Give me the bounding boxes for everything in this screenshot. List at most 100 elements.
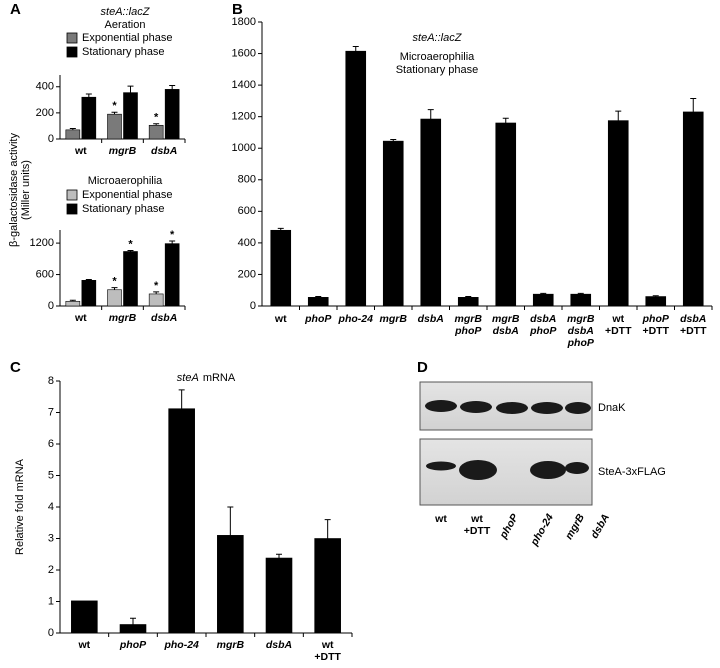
y-tick-label: 200 <box>238 268 256 280</box>
bar <box>307 297 329 307</box>
bar <box>457 297 479 307</box>
error-bar <box>127 249 134 252</box>
legend-label: Stationary phase <box>82 203 165 215</box>
y-tick-label: 600 <box>36 268 54 280</box>
x-tick-label: wt <box>74 312 87 324</box>
y-tick-label: 3 <box>48 532 54 544</box>
y-tick-label: 1000 <box>232 142 256 154</box>
panel-label: C <box>10 359 21 376</box>
lane-label: wt <box>434 513 447 525</box>
chart-title: steA::lacZ <box>413 32 463 44</box>
legend-label: Exponential phase <box>82 32 173 44</box>
x-tick-label: mgrB <box>109 312 137 324</box>
bar <box>119 624 147 634</box>
panel-label: B <box>232 1 243 18</box>
error-bar <box>111 287 118 290</box>
y-tick-label: 1800 <box>232 16 256 28</box>
x-tick-label: mgrB <box>217 639 245 651</box>
lane-label: mgrB <box>563 512 587 542</box>
x-tick-label: phoP <box>119 639 147 651</box>
error-bar <box>465 296 472 298</box>
error-bar <box>615 110 622 121</box>
bar <box>270 229 292 307</box>
title-part: steA::lacZ <box>101 6 151 18</box>
bar <box>532 293 554 307</box>
error-bar <box>652 295 659 297</box>
band-label: SteA-3xFLAG <box>598 466 666 478</box>
legend-swatch <box>66 46 78 58</box>
error-bar <box>69 299 76 302</box>
error-bar <box>577 292 584 295</box>
y-tick-label: 1400 <box>232 79 256 91</box>
blot-stea <box>419 438 593 506</box>
error-bar <box>153 123 160 126</box>
x-tick-label: wt <box>274 313 287 325</box>
blot-images <box>419 381 593 506</box>
bar <box>148 293 164 307</box>
panel-label: A <box>10 1 21 18</box>
x-tick-label: phoP <box>304 313 332 325</box>
bands <box>425 400 591 480</box>
title-part: steA <box>177 372 199 384</box>
error-bar <box>153 291 160 294</box>
y-tick-label: 0 <box>48 133 54 145</box>
x-tick-label: +DTT <box>642 325 669 337</box>
significance-star: * <box>154 112 159 124</box>
y-tick-label: 1600 <box>232 47 256 59</box>
legend-swatch <box>66 32 78 44</box>
y-tick-label: 1 <box>48 595 54 607</box>
y-tick-label: 400 <box>238 237 256 249</box>
bar <box>217 535 244 634</box>
bar <box>81 280 97 307</box>
y-tick-label: 5 <box>48 469 54 481</box>
x-tick-label: dsbA <box>151 145 177 157</box>
y-tick-label: 7 <box>48 406 54 418</box>
error-bar <box>178 389 185 409</box>
error-bar <box>502 117 509 123</box>
bar <box>345 50 367 307</box>
error-bar <box>390 139 397 142</box>
error-bar <box>277 227 284 231</box>
band-label: DnaK <box>598 402 626 414</box>
chart-subtitle: Aeration <box>105 19 146 31</box>
y-tick-label: 400 <box>36 81 54 93</box>
bar <box>71 600 98 634</box>
chart-title: steA mRNA <box>177 372 236 384</box>
x-tick-label: wt <box>611 313 624 325</box>
x-tick-label: wt <box>77 639 90 651</box>
significance-star: * <box>170 229 175 241</box>
lane-label: pho-24 <box>528 512 556 549</box>
legend-swatch <box>66 189 78 201</box>
bar <box>164 243 180 307</box>
error-bar <box>169 84 176 90</box>
x-tick-label: phoP <box>454 325 482 337</box>
x-tick-label: phoP <box>529 325 557 337</box>
bar <box>168 408 195 634</box>
bar <box>382 140 404 307</box>
x-tick-label: dsbA <box>266 639 292 651</box>
error-bar <box>130 617 136 625</box>
bar <box>164 89 180 140</box>
error-bar <box>111 111 118 115</box>
x-tick-label: +DTT <box>314 651 341 663</box>
bar <box>148 124 164 140</box>
bar <box>607 120 629 307</box>
x-tick-label: dsbA <box>568 325 594 337</box>
x-tick-label: phoP <box>642 313 670 325</box>
x-tick-label: dsbA <box>493 325 519 337</box>
x-tick-label: mgrB <box>492 313 520 325</box>
lane-label: phoP <box>497 511 522 541</box>
y-tick-label: 0 <box>48 300 54 312</box>
error-bar <box>227 506 234 536</box>
x-tick-label: dsbA <box>680 313 706 325</box>
lane-label: +DTT <box>464 525 491 537</box>
title-part: mRNA <box>203 372 236 384</box>
y-axis-label: Relative fold mRNA <box>14 458 26 555</box>
bar <box>495 122 517 307</box>
legend-label: Stationary phase <box>82 46 165 58</box>
bar <box>107 113 122 140</box>
bar <box>265 557 293 634</box>
error-bar <box>427 109 434 120</box>
panel-label: D <box>417 359 428 376</box>
x-tick-label: dsbA <box>151 312 177 324</box>
